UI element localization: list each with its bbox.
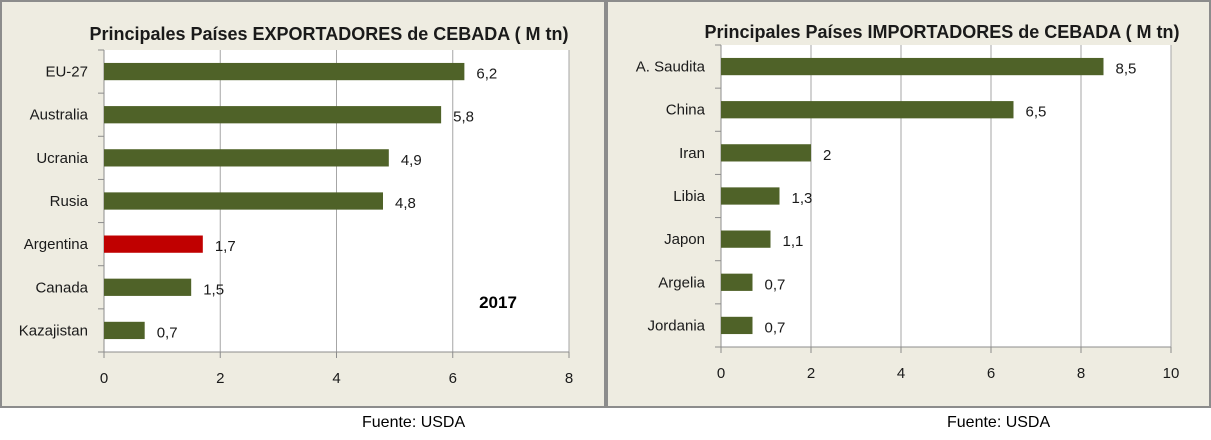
chart-title: Principales Países IMPORTADORES de CEBAD… [704, 22, 1179, 42]
category-label: Argentina [24, 236, 89, 253]
category-label: Japon [664, 231, 705, 248]
importers-chart-panel: Principales Países IMPORTADORES de CEBAD… [606, 0, 1211, 408]
source-note: Fuente: USDA [947, 414, 1051, 431]
plot-area [721, 45, 1171, 347]
category-label: EU-27 [45, 64, 88, 81]
importers-chart: Principales Países IMPORTADORES de CEBAD… [636, 22, 1180, 382]
category-label: Iran [679, 145, 705, 162]
data-label: 4,8 [395, 195, 416, 212]
category-label: A. Saudita [636, 59, 706, 76]
year-annotation: 2017 [479, 293, 517, 312]
category-label: Rusia [50, 193, 89, 210]
category-label: Argelia [658, 274, 705, 291]
bar-jordania [721, 316, 753, 335]
bar-japon [721, 230, 771, 248]
category-label: Australia [30, 107, 89, 124]
x-tick-label: 0 [717, 365, 725, 382]
category-label: China [666, 102, 706, 119]
category-label: Kazajistan [19, 322, 88, 339]
x-tick-label: 6 [449, 370, 457, 387]
data-label: 0,7 [765, 319, 786, 336]
source-note: Fuente: USDA [362, 414, 466, 431]
x-tick-label: 8 [1077, 365, 1085, 382]
data-label: 8,5 [1116, 61, 1137, 78]
bar-eu-27 [104, 62, 465, 81]
category-label: Jordania [647, 317, 705, 334]
category-label: Canada [35, 279, 88, 296]
data-label: 4,9 [401, 152, 422, 169]
data-label: 1,1 [783, 233, 804, 250]
bar-argentina [104, 235, 203, 253]
x-tick-label: 4 [897, 365, 905, 382]
data-label: 0,7 [765, 276, 786, 293]
bar-rusia [104, 192, 383, 210]
bar-ucrania [104, 149, 389, 167]
exporters-chart-panel: Principales Países EXPORTADORES de CEBAD… [0, 0, 606, 408]
bar-libia [721, 187, 780, 205]
bar-iran [721, 144, 811, 162]
exporters-chart: Principales Países EXPORTADORES de CEBAD… [19, 24, 573, 387]
bar-kazajistan [104, 321, 145, 340]
data-label: 5,8 [453, 109, 474, 126]
x-tick-label: 10 [1163, 365, 1180, 382]
x-tick-label: 8 [565, 370, 573, 387]
data-label: 6,5 [1026, 104, 1047, 121]
bar-canada [104, 278, 192, 296]
data-label: 1,5 [203, 281, 224, 298]
bar-a-saudita [721, 57, 1104, 76]
data-label: 1,7 [215, 238, 236, 255]
category-label: Ucrania [36, 150, 88, 167]
x-tick-label: 2 [807, 365, 815, 382]
x-tick-label: 0 [100, 370, 108, 387]
data-label: 2 [823, 147, 831, 164]
data-label: 6,2 [476, 66, 497, 83]
data-label: 1,3 [792, 190, 813, 207]
chart-title: Principales Países EXPORTADORES de CEBAD… [89, 24, 568, 44]
data-label: 0,7 [157, 324, 178, 341]
x-tick-label: 4 [332, 370, 340, 387]
category-label: Libia [673, 188, 705, 205]
bar-argelia [721, 273, 753, 291]
x-tick-label: 6 [987, 365, 995, 382]
bar-australia [104, 106, 442, 124]
x-tick-label: 2 [216, 370, 224, 387]
bar-china [721, 101, 1014, 119]
